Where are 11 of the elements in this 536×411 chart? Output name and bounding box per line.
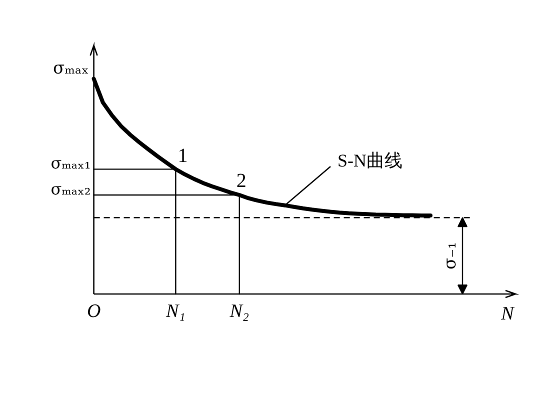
annotation: S-N曲线 [338,150,403,170]
x-tick-label: N₁ [165,301,186,322]
x-tick-label: N₂ [228,301,250,322]
y-axis-title: σₘₐₓ [53,58,89,78]
annotation: σₘₐₓ₁ [50,154,91,173]
x-tick-label: O [86,301,101,322]
x-axis-title: N [500,304,516,324]
annotation: σₘₐₓ₂ [50,180,91,199]
annotation: 2 [236,170,246,192]
legend-label: σ₋₁ [440,242,460,270]
annotation: 1 [178,145,188,168]
